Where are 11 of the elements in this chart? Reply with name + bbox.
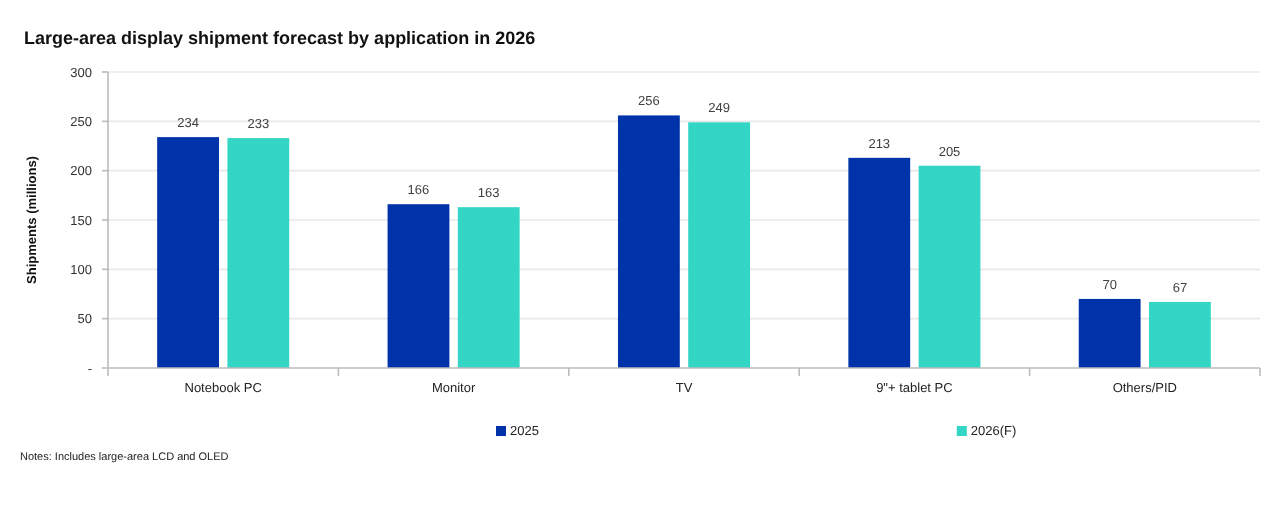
bar [918,165,981,368]
bar [617,115,680,368]
bar [457,207,520,368]
bar [387,204,450,368]
bar [848,157,911,368]
chart-title: Large-area display shipment forecast by application in 2026 [24,28,536,48]
bar [1149,301,1211,368]
bar [227,138,290,368]
bar [157,137,219,368]
bar [1078,298,1141,368]
bar [688,122,751,368]
